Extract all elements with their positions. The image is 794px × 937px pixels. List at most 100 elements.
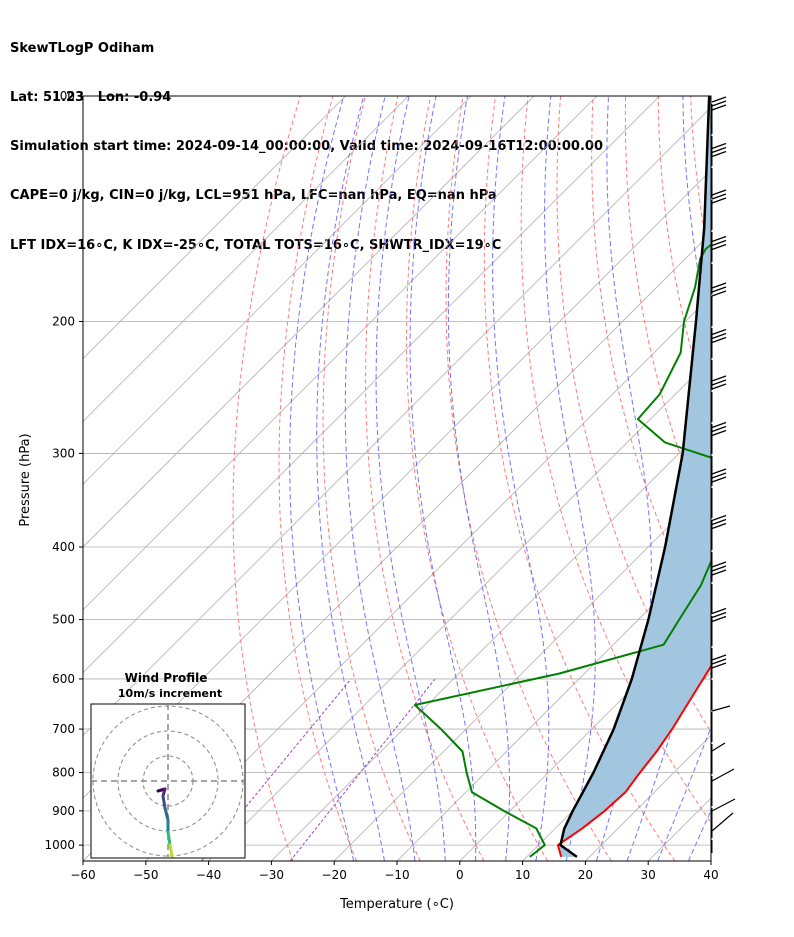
moist-adiabat-line [316, 96, 385, 861]
barb-flag [711, 798, 736, 812]
x-tick-label: −30 [259, 868, 284, 882]
dry-adiabat-line [405, 96, 549, 861]
moist-adiabat-line [492, 96, 550, 861]
barb-flag [711, 375, 727, 382]
temperature-line [556, 664, 711, 858]
barb-flag [711, 239, 727, 247]
x-tick-label: 10 [515, 868, 530, 882]
x-axis-label: Temperature (∘C) [339, 897, 454, 912]
barb-flag [711, 522, 727, 530]
y-tick-label: 700 [52, 722, 75, 736]
wind-barb [711, 328, 727, 344]
x-axis-ticks: −60 −50 −40 −30 −20 −10 0 10 20 30 40 [70, 861, 719, 882]
barb-flag [711, 146, 727, 154]
isotherm-line [83, 96, 535, 548]
isotherm-line [83, 96, 346, 360]
isotherm-line [83, 96, 409, 422]
dewpoint-line [413, 243, 711, 858]
y-tick-label: 600 [52, 672, 75, 686]
dry-adiabat-line [756, 96, 794, 861]
barb-flag [711, 100, 727, 107]
barb-flag [711, 328, 727, 336]
barb-flag [711, 197, 727, 204]
moist-adiabat-line [289, 96, 355, 861]
cape-fill-region [557, 96, 711, 857]
isotherm-line [83, 96, 660, 674]
mixing-ratio-line [289, 678, 436, 861]
barb-flag [711, 104, 727, 111]
barb-flag [711, 96, 727, 103]
barb-flag [711, 425, 727, 433]
barb-flag [711, 468, 727, 475]
isotherm-line [271, 420, 711, 861]
wind-trace-segment [161, 794, 167, 810]
isotherm-line [208, 358, 711, 861]
x-tick-label: −40 [196, 868, 221, 882]
wind-trace-segment [166, 830, 172, 847]
x-tick-label: 30 [641, 868, 656, 882]
cape-area [557, 96, 711, 857]
wind-barb [711, 235, 727, 251]
barb-flag [711, 421, 727, 429]
x-tick-label: 40 [703, 868, 718, 882]
barb-flag [711, 607, 727, 615]
wind-barb [711, 189, 727, 204]
background-reference-lines [83, 96, 794, 861]
y-tick-label: 1000 [44, 838, 75, 852]
x-tick-label: −60 [70, 868, 95, 882]
wind-barb [711, 282, 727, 297]
moist-adiabat-line [719, 96, 794, 861]
barb-flag [711, 514, 727, 522]
barb-flag [711, 812, 734, 832]
barb-flag [711, 282, 727, 289]
cape-cin-line: CAPE=0 j/kg, CIN=0 j/kg, LCL=951 hPa, LF… [10, 188, 497, 204]
barb-flag [711, 658, 727, 665]
wind-barb [711, 561, 727, 576]
isotherm-line [83, 96, 472, 485]
barb-flag [711, 235, 727, 243]
wind-barb [711, 421, 727, 437]
dry-adiabat-line [788, 96, 794, 861]
barb-flag [711, 565, 727, 572]
wind-barb [711, 514, 727, 530]
barb-flag [711, 290, 727, 297]
wind-barb [711, 142, 727, 158]
wind-trace-segment [168, 843, 174, 858]
x-tick-label: 0 [456, 868, 464, 882]
barb-flag [711, 654, 727, 661]
wind-barbs [711, 96, 736, 853]
y-tick-label: 900 [52, 804, 75, 818]
inset-subtitle: 10m/s increment [118, 687, 222, 700]
barb-flag [711, 336, 727, 344]
dry-adiabat-line [445, 96, 612, 861]
barb-flag [711, 518, 727, 526]
y-tick-label: 800 [52, 766, 75, 780]
barb-flag [711, 429, 727, 437]
barb-flag [711, 662, 727, 669]
barb-flag [711, 561, 727, 568]
dry-adiabat-line [556, 96, 711, 734]
dry-adiabat-line [624, 96, 711, 535]
barb-flag [711, 286, 727, 293]
y-tick-label: 500 [52, 613, 75, 627]
y-axis-label: Pressure (hPa) [18, 433, 33, 526]
wind-barb [711, 96, 727, 111]
y-tick-label: 400 [52, 540, 75, 554]
moist-adiabat-line [626, 96, 711, 861]
barb-flag [711, 383, 727, 390]
wind-barb [711, 375, 727, 390]
chart-title: SkewTLogP Odiham [10, 40, 155, 56]
barb-flag [711, 142, 727, 150]
x-tick-label: −10 [384, 868, 409, 882]
profiles [413, 96, 711, 858]
y-axis-ticks: 100 200 300 400 500 600 700 800 900 1000 [44, 89, 83, 852]
barb-flag [711, 472, 727, 479]
dry-adiabat-line [322, 96, 421, 861]
parcel-line [559, 96, 711, 858]
y-tick-label: 100 [52, 89, 75, 103]
isotherm-line [83, 106, 711, 736]
stability-indices-line: LFT IDX=16∘C, K IDX=-25∘C, TOTAL TOTS=16… [10, 237, 502, 253]
wind-barb [711, 468, 727, 483]
barb-flag [711, 189, 727, 196]
dry-adiabat-line [483, 96, 676, 861]
